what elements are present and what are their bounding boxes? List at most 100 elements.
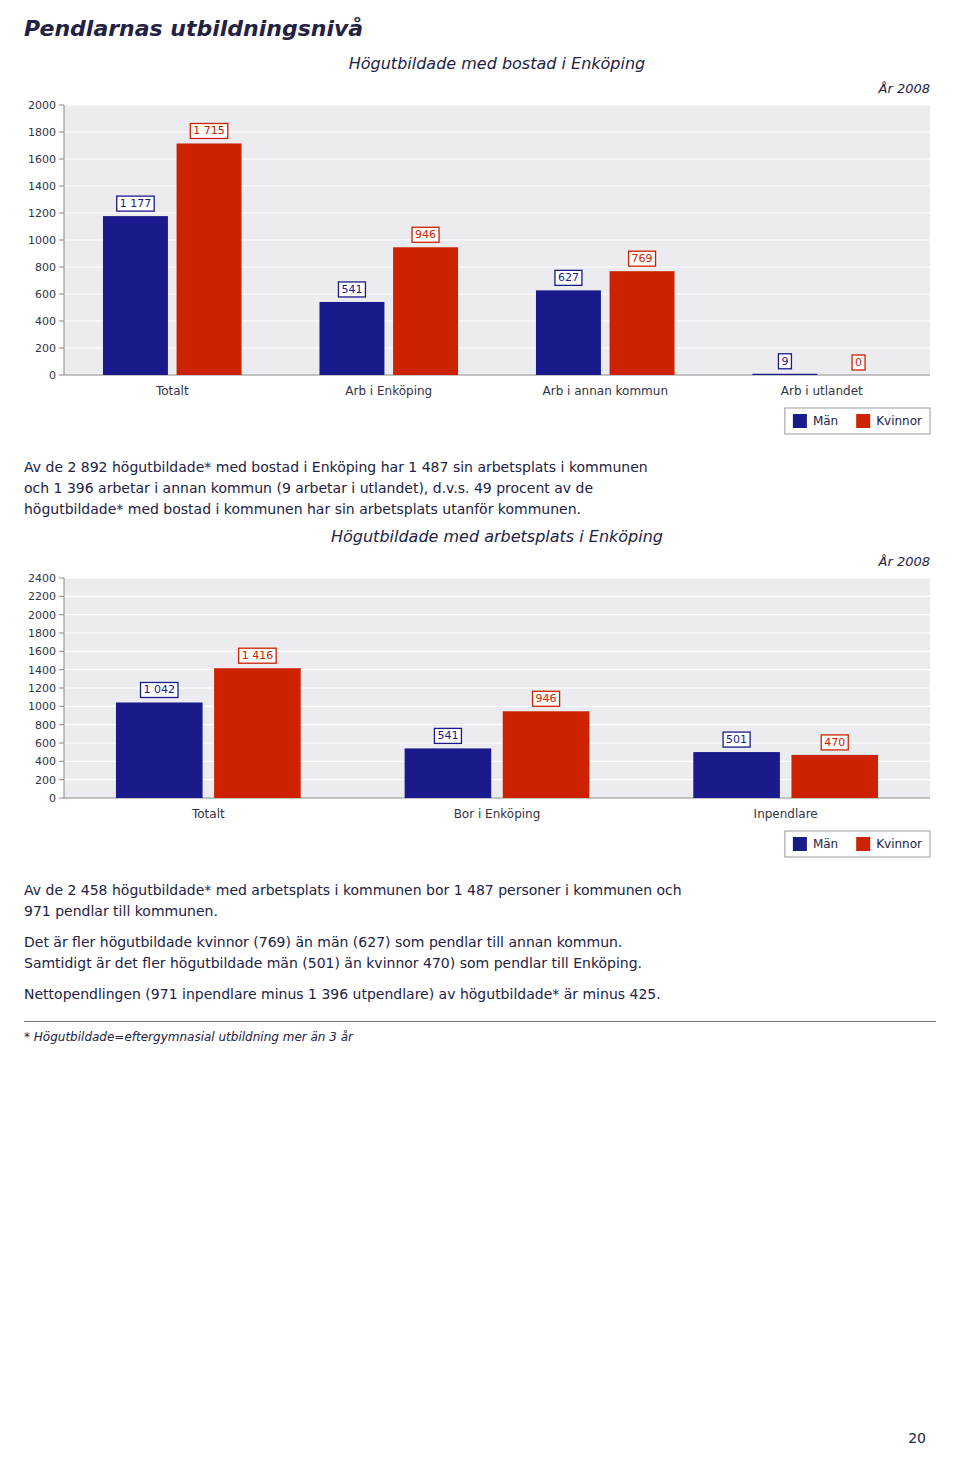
y-tick-label: 600 xyxy=(35,737,56,750)
grid-line xyxy=(64,632,930,633)
y-tick-label: 0 xyxy=(49,792,56,805)
y-tick-label: 1400 xyxy=(28,664,56,677)
y-tick-label: 1000 xyxy=(28,234,56,247)
y-tick-label: 1400 xyxy=(28,180,56,193)
y-tick xyxy=(59,798,64,799)
y-tick-label: 1800 xyxy=(28,126,56,139)
legend-item: Kvinnor xyxy=(856,837,922,851)
x-tick-label: Bor i Enköping xyxy=(454,807,541,821)
y-tick xyxy=(59,706,64,707)
legend-swatch xyxy=(856,837,870,851)
plot-background xyxy=(64,578,930,798)
y-tick-label: 0 xyxy=(49,369,56,382)
data-label: 470 xyxy=(824,736,845,749)
bar xyxy=(319,302,384,375)
legend-label: Män xyxy=(813,837,838,851)
y-tick-label: 800 xyxy=(35,261,56,274)
bar xyxy=(610,271,675,375)
grid-line xyxy=(64,596,930,597)
y-tick-label: 400 xyxy=(35,755,56,768)
data-label: 9 xyxy=(781,355,788,368)
y-tick-label: 2000 xyxy=(28,99,56,112)
bar xyxy=(826,375,891,376)
data-label: 541 xyxy=(437,729,458,742)
data-label-box xyxy=(239,648,277,663)
grid-line xyxy=(64,651,930,652)
data-label-box xyxy=(533,691,560,706)
y-tick-label: 2000 xyxy=(28,609,56,622)
y-tick-label: 600 xyxy=(35,288,56,301)
y-tick xyxy=(59,348,64,349)
data-label-box xyxy=(412,227,439,242)
footnote: * Högutbildade=eftergymnasial utbildning… xyxy=(24,1030,936,1044)
y-tick xyxy=(59,105,64,106)
y-tick-label: 200 xyxy=(35,774,56,787)
y-axis-line xyxy=(64,578,65,798)
data-label-box xyxy=(434,728,461,743)
bar xyxy=(103,216,168,375)
data-label-box xyxy=(778,354,791,369)
y-tick xyxy=(59,578,64,579)
data-label-box xyxy=(338,282,365,297)
x-tick-label: Totalt xyxy=(191,807,225,821)
grid xyxy=(64,578,930,798)
y-tick xyxy=(59,669,64,670)
y-tick-label: 1800 xyxy=(28,627,56,640)
y-tick-label: 1000 xyxy=(28,700,56,713)
data-labels: 1 17754162791 7159467690 xyxy=(117,123,865,370)
data-label: 541 xyxy=(341,283,362,296)
y-tick-label: 200 xyxy=(35,342,56,355)
y-tick xyxy=(59,651,64,652)
legend-swatch xyxy=(793,414,807,428)
text-block: Nettopendlingen (971 inpendlare minus 1 … xyxy=(24,984,936,1005)
legend-swatch xyxy=(856,414,870,428)
y-tick xyxy=(59,614,64,615)
grid-line xyxy=(64,614,930,615)
x-tick-label: Arb i annan kommun xyxy=(542,384,668,398)
legend-swatch xyxy=(793,837,807,851)
legend-label: Män xyxy=(813,414,838,428)
y-tick xyxy=(59,267,64,268)
grid xyxy=(64,105,930,375)
y-tick-label: 2200 xyxy=(28,590,56,603)
data-label: 1 715 xyxy=(193,124,225,137)
y-tick xyxy=(59,596,64,597)
y-tick-label: 1600 xyxy=(28,645,56,658)
bar xyxy=(536,290,601,375)
text-block: Av de 2 892 högutbildade* med bostad i E… xyxy=(24,457,936,520)
legend-item: Män xyxy=(793,414,838,428)
chart-title: Högutbildade med arbetsplats i Enköping xyxy=(331,527,663,546)
data-label-box xyxy=(555,270,582,285)
x-tick-label: Totalt xyxy=(155,384,189,398)
x-tick-label: Arb i Enköping xyxy=(345,384,432,398)
y-tick-label: 1200 xyxy=(28,207,56,220)
data-label: 1 416 xyxy=(242,649,274,662)
legend: Män Kvinnor xyxy=(785,408,930,434)
y-tick xyxy=(59,186,64,187)
chart: Högutbildade med bostad i EnköpingÅr 200… xyxy=(0,47,960,447)
y-tick xyxy=(59,743,64,744)
y-tick xyxy=(59,633,64,634)
bar xyxy=(693,752,780,798)
y-tick-label: 2400 xyxy=(28,572,56,585)
y-tick xyxy=(59,321,64,322)
bar xyxy=(116,702,203,798)
bar xyxy=(393,247,458,375)
data-label-box xyxy=(723,732,750,747)
x-tick-label: Arb i utlandet xyxy=(781,384,863,398)
grid-line xyxy=(64,104,930,105)
data-label: 1 177 xyxy=(120,197,152,210)
bar xyxy=(791,755,878,798)
page-title: Pendlarnas utbildningsnivå xyxy=(24,16,936,41)
y-tick-label: 400 xyxy=(35,315,56,328)
data-label: 946 xyxy=(415,228,436,241)
data-label-box xyxy=(141,682,179,697)
y-tick xyxy=(59,132,64,133)
legend-label: Kvinnor xyxy=(876,414,922,428)
y-tick-label: 800 xyxy=(35,719,56,732)
page-number: 20 xyxy=(908,1430,926,1446)
data-label: 0 xyxy=(855,356,862,369)
chart: Högutbildade med arbetsplats i EnköpingÅ… xyxy=(0,520,960,870)
data-label: 769 xyxy=(632,252,653,265)
chart-subtitle: År 2008 xyxy=(878,81,930,96)
